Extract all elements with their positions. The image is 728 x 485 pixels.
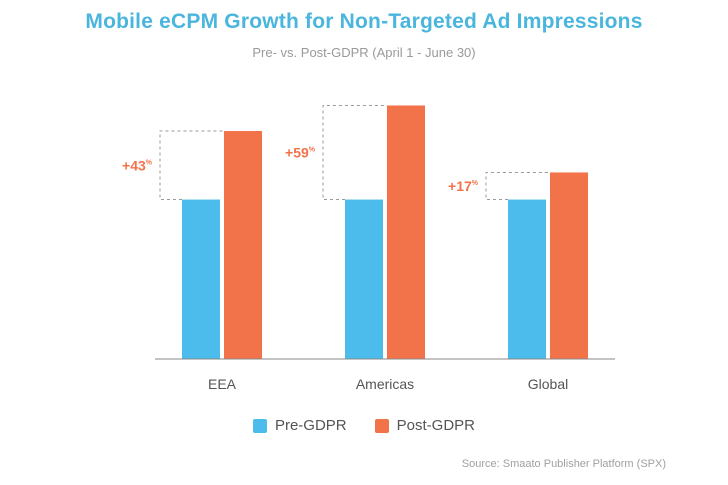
growth-value-global: +17	[448, 178, 472, 194]
bar-pre-americas	[345, 199, 383, 359]
growth-value-eea: +43	[122, 157, 146, 173]
growth-value-americas: +59	[285, 145, 309, 161]
legend: Pre-GDPR Post-GDPR	[0, 417, 728, 434]
chart-subtitle: Pre- vs. Post-GDPR (April 1 - June 30)	[252, 45, 476, 60]
bar-pre-eea	[182, 199, 220, 359]
growth-unit-global: %	[472, 180, 479, 187]
x-tick-label-eea: EEA	[208, 376, 237, 392]
bar-post-global	[550, 172, 588, 359]
legend-label-post: Post-GDPR	[396, 417, 476, 434]
growth-label-global: +17%	[448, 178, 479, 194]
legend-item-pre: Pre-GDPR	[252, 417, 347, 434]
bar-pre-global	[508, 199, 546, 359]
legend-swatch-pre	[252, 418, 267, 433]
x-tick-label-global: Global	[528, 376, 568, 392]
source-note: Source: Smaato Publisher Platform (SPX)	[461, 458, 666, 470]
growth-label-americas: +59%	[285, 145, 316, 161]
bar-post-eea	[224, 130, 262, 359]
legend-swatch-post	[374, 418, 389, 433]
chart-title: Mobile eCPM Growth for Non-Targeted Ad I…	[85, 10, 643, 33]
growth-bracket-global	[485, 171, 550, 201]
bar-post-americas	[387, 105, 425, 359]
legend-item-post: Post-GDPR	[374, 417, 476, 434]
growth-unit-eea: %	[146, 159, 153, 166]
growth-label-eea: +43%	[122, 157, 153, 173]
x-tick-label-americas: Americas	[356, 376, 414, 392]
growth-bracket-americas	[322, 104, 387, 201]
growth-bracket-eea	[159, 130, 224, 201]
legend-label-pre: Pre-GDPR	[274, 417, 347, 434]
growth-unit-americas: %	[309, 147, 316, 154]
